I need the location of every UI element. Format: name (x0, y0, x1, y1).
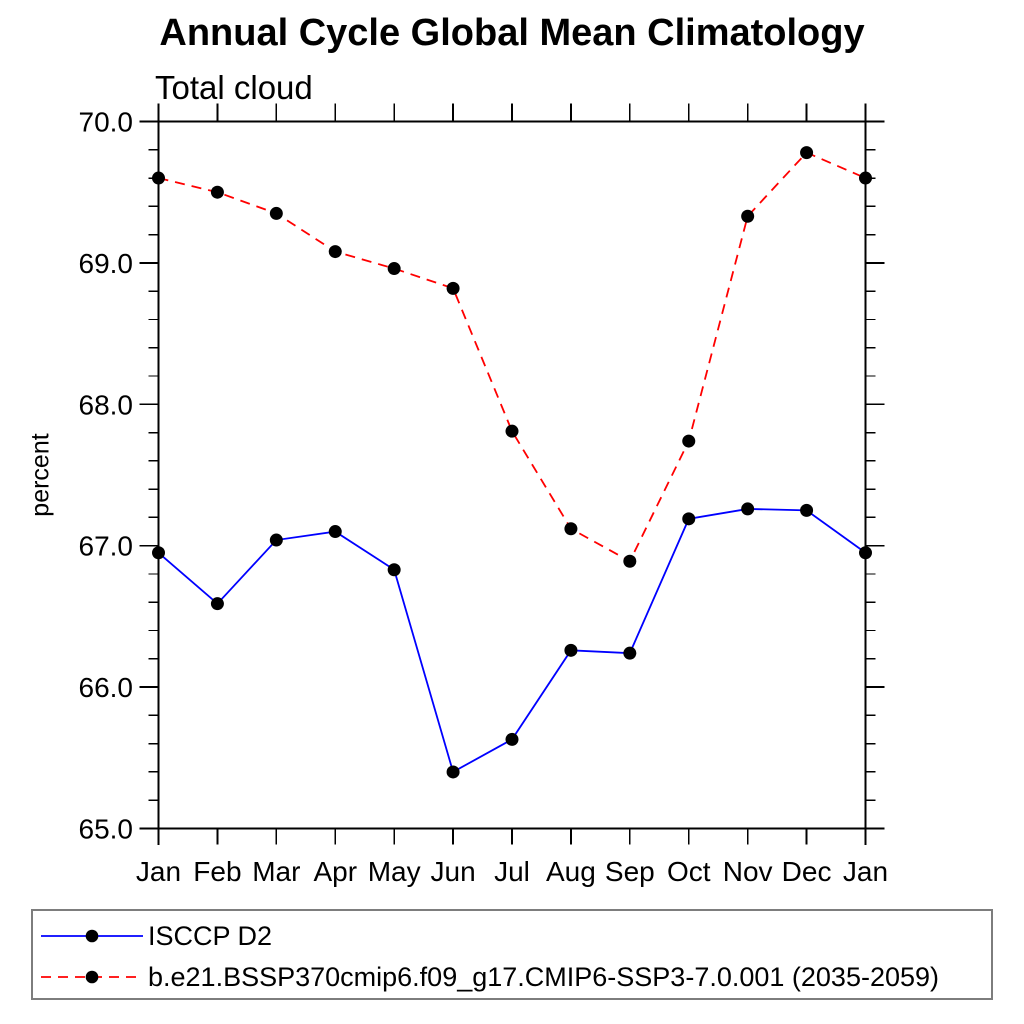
x-tick-label: Jan (843, 856, 888, 887)
y-tick-label: 66.0 (79, 672, 134, 703)
data-point (446, 281, 460, 295)
data-point (387, 563, 401, 577)
data-point (623, 646, 637, 660)
legend-box: ISCCP D2 b.e21.BSSP370cmip6.f09_g17.CMIP… (31, 909, 993, 1000)
data-point (741, 502, 755, 516)
y-tick-label: 65.0 (79, 814, 134, 845)
data-point (328, 245, 342, 259)
x-tick-label: Sep (605, 856, 655, 887)
x-tick-label: Dec (782, 856, 832, 887)
data-point (387, 262, 401, 276)
data-point (328, 525, 342, 539)
x-tick-label: Apr (313, 856, 357, 887)
chart-subtitle: Total cloud (155, 69, 313, 106)
y-ticks (139, 120, 885, 830)
data-point (741, 209, 755, 223)
x-tick-label: Mar (252, 856, 300, 887)
x-tick-label: Nov (723, 856, 773, 887)
data-point (682, 512, 696, 526)
x-tick-label: Jan (136, 856, 181, 887)
data-point (152, 546, 165, 560)
data-point (152, 171, 165, 185)
series-0 (152, 502, 872, 779)
data-point (269, 533, 283, 547)
legend-marker-icon (85, 970, 99, 984)
data-point (859, 546, 872, 560)
x-tick-labels: Jan Feb Mar Apr May Jun Jul Aug Sep Oct Nov Dec Jan (136, 856, 888, 887)
legend-label-model: b.e21.BSSP370cmip6.f09_g17.CMIP6-SSP3-7.… (148, 961, 940, 992)
series-1 (152, 146, 872, 568)
data-point (269, 206, 283, 220)
legend-line-sample-dashed (41, 970, 143, 984)
legend-line-sample-solid (41, 929, 143, 943)
x-tick-label: Jul (494, 856, 530, 887)
y-tick-label: 70.0 (79, 107, 134, 138)
series-line-1 (158, 151, 866, 563)
chart-title: Annual Cycle Global Mean Climatology (159, 12, 865, 54)
data-point (446, 765, 460, 779)
legend-item-isccp-d2: ISCCP D2 (36, 920, 273, 951)
x-tick-label: Jun (431, 856, 476, 887)
x-tick-label: Feb (193, 856, 241, 887)
data-point (564, 522, 578, 536)
y-tick-label: 68.0 (79, 389, 134, 420)
data-point (623, 554, 637, 568)
x-ticks (157, 103, 867, 845)
legend-marker-icon (85, 929, 99, 943)
data-point (800, 146, 814, 160)
data-point (505, 732, 519, 746)
x-tick-label: May (368, 856, 421, 887)
y-tick-label: 67.0 (79, 531, 134, 562)
data-point (800, 503, 814, 517)
series-line-0 (157, 508, 867, 774)
data-point (859, 171, 872, 185)
x-tick-label: Oct (667, 856, 711, 887)
y-tick-labels: 65.0 66.0 67.0 68.0 69.0 70.0 (79, 107, 134, 845)
data-point (682, 434, 696, 448)
data-point (505, 424, 519, 438)
data-point (210, 185, 224, 199)
legend-label-isccp-d2: ISCCP D2 (148, 920, 273, 951)
legend-item-model: b.e21.BSSP370cmip6.f09_g17.CMIP6-SSP3-7.… (36, 961, 940, 992)
x-tick-label: Aug (546, 856, 596, 887)
data-point (210, 597, 224, 611)
data-point (564, 643, 578, 657)
y-tick-label: 69.0 (79, 248, 134, 279)
